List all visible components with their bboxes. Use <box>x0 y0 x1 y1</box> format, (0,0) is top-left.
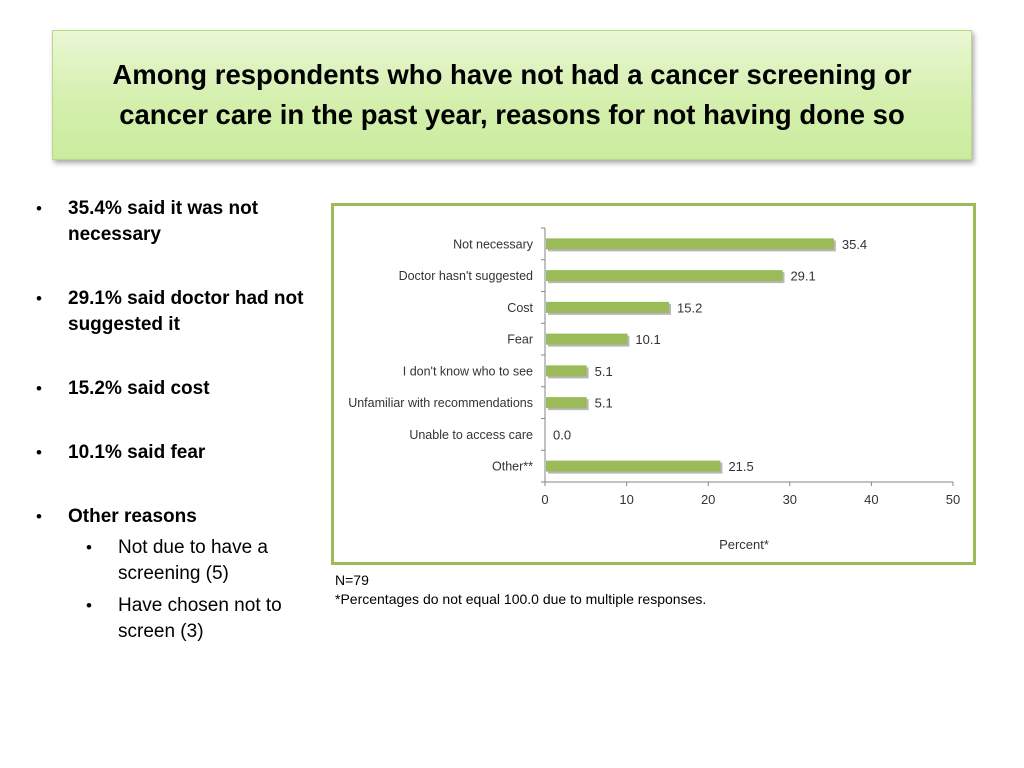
title-box: Among respondents who have not had a can… <box>52 30 972 160</box>
category-label: Doctor hasn't suggested <box>399 269 533 283</box>
bullet-dot-icon: • <box>36 289 42 308</box>
bullet-text: 35.4% said it was not necessary <box>68 198 259 245</box>
bar <box>546 365 587 377</box>
chart-frame: 0 10 20 30 40 50 Percent* Not necessary 35.4 Doct… <box>331 203 976 565</box>
bar <box>546 460 721 472</box>
bullet-dot-icon: • <box>36 379 42 398</box>
data-label: 5.1 <box>595 364 613 379</box>
category-label: Other** <box>492 460 533 474</box>
bullet-dot-icon: • <box>36 443 42 462</box>
data-label: 29.1 <box>790 269 815 284</box>
data-label: 15.2 <box>677 300 702 315</box>
data-label: 21.5 <box>728 459 753 474</box>
bullet-dot-icon: • <box>86 538 92 557</box>
bullet-list: • 35.4% said it was not necessary • 29.1% … <box>36 196 326 651</box>
bar <box>546 301 670 313</box>
bullet-text: 15.2% said cost <box>68 378 210 399</box>
data-label: 5.1 <box>595 396 613 411</box>
category-label: Cost <box>507 301 533 315</box>
data-label: 0.0 <box>553 427 571 442</box>
category-label: I don't know who to see <box>403 364 533 378</box>
bullet-text: Other reasons <box>68 506 197 527</box>
sub-bullet-text: Have chosen not to screen (3) <box>118 595 282 642</box>
bullet-item: • Other reasons • Not due to have a screen… <box>36 504 326 645</box>
data-label: 35.4 <box>842 237 867 252</box>
data-label: 10.1 <box>635 332 660 347</box>
x-tick-label: 0 <box>541 492 548 507</box>
sub-bullet-item: • Not due to have a screening (5) <box>68 535 326 587</box>
x-tick-label: 40 <box>864 492 878 507</box>
category-label: Unable to access care <box>409 428 533 442</box>
x-tick-label: 30 <box>783 492 797 507</box>
category-label: Fear <box>507 333 533 347</box>
bar-chart: 0 10 20 30 40 50 Percent* Not necessary 35.4 Doct… <box>348 227 960 552</box>
sub-bullet-list: • Not due to have a screening (5) • Have c… <box>68 535 326 645</box>
category-label: Not necessary <box>453 237 534 251</box>
x-tick-label: 20 <box>701 492 715 507</box>
x-tick-label: 50 <box>946 492 960 507</box>
chart-notes: N=79 *Percentages do not equal 100.0 due… <box>335 571 706 609</box>
bar <box>546 270 783 282</box>
bullet-item: • 35.4% said it was not necessary <box>36 196 326 248</box>
x-axis-title: Percent* <box>719 537 769 552</box>
x-tick-label: 10 <box>619 492 633 507</box>
bullet-dot-icon: • <box>86 596 92 615</box>
slide-title: Among respondents who have not had a can… <box>112 59 912 130</box>
bullet-item: • 15.2% said cost <box>36 376 326 402</box>
bar <box>546 397 587 409</box>
sample-size: N=79 <box>335 572 369 588</box>
sub-bullet-text: Not due to have a screening (5) <box>118 537 268 584</box>
bullet-item: • 10.1% said fear <box>36 440 326 466</box>
footnote: *Percentages do not equal 100.0 due to m… <box>335 591 707 607</box>
bullet-text: 29.1% said doctor had not suggested it <box>68 288 304 335</box>
bullet-text: 10.1% said fear <box>68 442 206 463</box>
bar <box>546 238 834 250</box>
bullet-dot-icon: • <box>36 199 42 218</box>
bar <box>546 333 628 345</box>
bullet-item: • 29.1% said doctor had not suggested it <box>36 286 326 338</box>
sub-bullet-item: • Have chosen not to screen (3) <box>68 593 326 645</box>
bullet-dot-icon: • <box>36 507 42 526</box>
category-label: Unfamiliar with recommendations <box>348 396 533 410</box>
